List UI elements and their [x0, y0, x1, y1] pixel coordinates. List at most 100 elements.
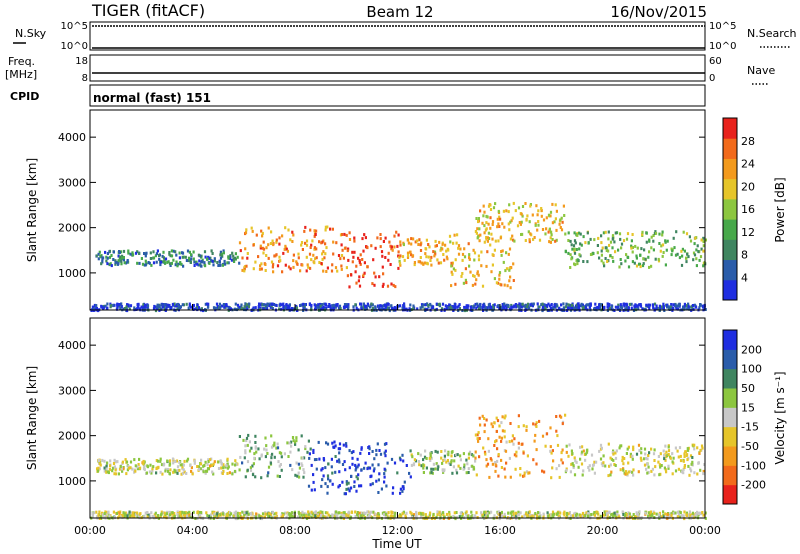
power-scatter-cell	[284, 226, 287, 230]
power-scatter-cell	[353, 239, 356, 243]
velocity-scatter-cell	[177, 515, 180, 519]
power-scatter-cell	[498, 271, 502, 275]
velocity-scatter-cell	[233, 469, 237, 473]
velocity-scatter-cell	[273, 512, 276, 516]
power-scatter-cell	[477, 305, 480, 309]
velocity-scatter-cell	[243, 511, 246, 515]
velocity-scatter-cell	[476, 437, 479, 441]
beam-title: Beam 12	[366, 3, 433, 21]
power-scatter-cell	[106, 302, 109, 306]
velocity-scatter-cell	[182, 468, 185, 472]
velocity-scatter-cell	[551, 449, 554, 453]
velocity-scatter-cell	[181, 463, 184, 467]
power-scatter-cell	[419, 306, 422, 310]
power-scatter-cell	[352, 255, 355, 259]
velocity-scatter-cell	[532, 514, 535, 518]
power-scatter-cell	[245, 228, 248, 232]
power-scatter-cell	[148, 261, 151, 265]
power-scatter-cell	[586, 231, 589, 235]
velocity-scatter-cell	[564, 413, 567, 417]
velocity-scatter-cell	[350, 510, 354, 514]
velocity-scatter-cell	[582, 449, 585, 453]
velocity-scatter-cell	[401, 453, 404, 457]
power-scatter-cell	[636, 304, 639, 308]
power-scatter-cell	[530, 302, 533, 306]
power-scatter-cell	[178, 305, 181, 309]
velocity-scatter-cell	[523, 471, 526, 475]
velocity-scatter-cell	[621, 455, 624, 459]
velocity-scatter-cell	[150, 511, 153, 515]
power-scatter-cell	[272, 243, 275, 247]
velocity-scatter-cell	[410, 453, 413, 457]
velocity-scatter-cell	[635, 452, 639, 456]
velocity-scatter-cell	[453, 459, 456, 463]
power-scatter-cell	[600, 234, 603, 238]
power-scatter-cell	[284, 244, 287, 248]
velocity-scatter-cell	[459, 454, 462, 458]
power-scatter-cell	[243, 267, 246, 271]
power-scatter-cell	[292, 253, 295, 257]
velocity-scatter-cell	[551, 466, 554, 470]
velocity-scatter-cell	[515, 514, 518, 518]
power-scatter-cell	[584, 304, 587, 308]
power-scatter-cell	[477, 254, 480, 258]
power-scatter-cell	[188, 250, 191, 254]
power-scatter-cell	[165, 307, 168, 311]
velocity-scatter-cell	[184, 515, 187, 519]
velocity-scatter-cell	[465, 510, 468, 514]
velocity-scatter-cell	[555, 467, 558, 471]
power-scatter-cell	[419, 243, 422, 247]
power-scatter-cell	[382, 240, 385, 243]
velocity-scatter-cell	[428, 513, 431, 517]
power-scatter-cell	[685, 260, 688, 264]
power-scatter-cell	[630, 302, 633, 306]
velocity-scatter-cell	[348, 466, 351, 470]
power-scatter-cell	[158, 257, 161, 261]
power-scatter-cell	[234, 307, 237, 311]
velocity-scatter-cell	[631, 470, 634, 474]
power-scatter-cell	[655, 306, 658, 310]
velocity-ytick-label: 1000	[58, 475, 86, 488]
power-scatter-cell	[502, 306, 505, 310]
velocity-scatter-cell	[360, 468, 363, 472]
velocity-scatter-cell	[488, 511, 491, 515]
velocity-scatter-cell	[377, 478, 380, 482]
power-scatter-cell	[631, 250, 634, 254]
power-scatter-cell	[95, 304, 98, 308]
velocity-scatter-cell	[612, 458, 615, 462]
velocity-scatter-cell	[264, 455, 267, 459]
power-scatter-cell	[285, 247, 288, 251]
power-scatter-cell	[639, 253, 642, 257]
velocity-scatter-cell	[266, 452, 269, 455]
power-scatter-cell	[172, 249, 175, 253]
velocity-scatter-cell	[234, 510, 238, 514]
power-scatter-cell	[469, 270, 472, 274]
velocity-scatter-cell	[443, 458, 446, 462]
power-scatter-cell	[284, 306, 287, 309]
power-scatter-cell	[613, 240, 616, 244]
velocity-scatter-cell	[198, 513, 201, 517]
velocity-scatter-cell	[156, 515, 159, 519]
power-scatter-cell	[474, 230, 477, 233]
power-colorbar-tick: 8	[741, 249, 748, 262]
velocity-scatter-cell	[647, 465, 650, 469]
radar-title: TIGER (fitACF)	[91, 1, 205, 20]
power-scatter-cell	[386, 284, 390, 288]
power-scatter-cell	[611, 256, 614, 259]
velocity-scatter-cell	[255, 450, 258, 454]
power-scatter-cell	[161, 254, 164, 258]
power-scatter-cell	[514, 303, 517, 307]
velocity-scatter-cell	[320, 513, 323, 517]
power-scatter-cell	[171, 302, 174, 306]
power-scatter-cell	[429, 259, 432, 262]
power-scatter-cell	[282, 305, 285, 308]
velocity-scatter-cell	[575, 460, 578, 464]
velocity-scatter-cell	[337, 458, 341, 462]
velocity-scatter-cell	[298, 515, 301, 519]
velocity-scatter-cell	[436, 510, 439, 514]
velocity-scatter-cell	[327, 462, 330, 466]
velocity-scatter-cell	[285, 515, 288, 519]
power-scatter-cell	[564, 305, 567, 309]
power-scatter-cell	[614, 305, 617, 309]
velocity-scatter-cell	[496, 447, 499, 451]
